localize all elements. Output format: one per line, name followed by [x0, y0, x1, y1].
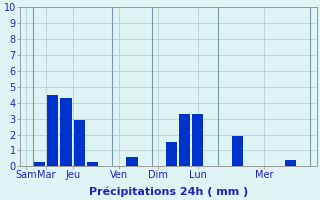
- Bar: [179, 114, 190, 166]
- Bar: [232, 136, 243, 166]
- Bar: [60, 98, 72, 166]
- X-axis label: Précipitations 24h ( mm ): Précipitations 24h ( mm ): [89, 186, 248, 197]
- Bar: [192, 114, 204, 166]
- Bar: [47, 95, 59, 166]
- Bar: [166, 142, 177, 166]
- Bar: [284, 160, 296, 166]
- Bar: [74, 120, 85, 166]
- Bar: [34, 162, 45, 166]
- Bar: [126, 157, 138, 166]
- Bar: [87, 162, 98, 166]
